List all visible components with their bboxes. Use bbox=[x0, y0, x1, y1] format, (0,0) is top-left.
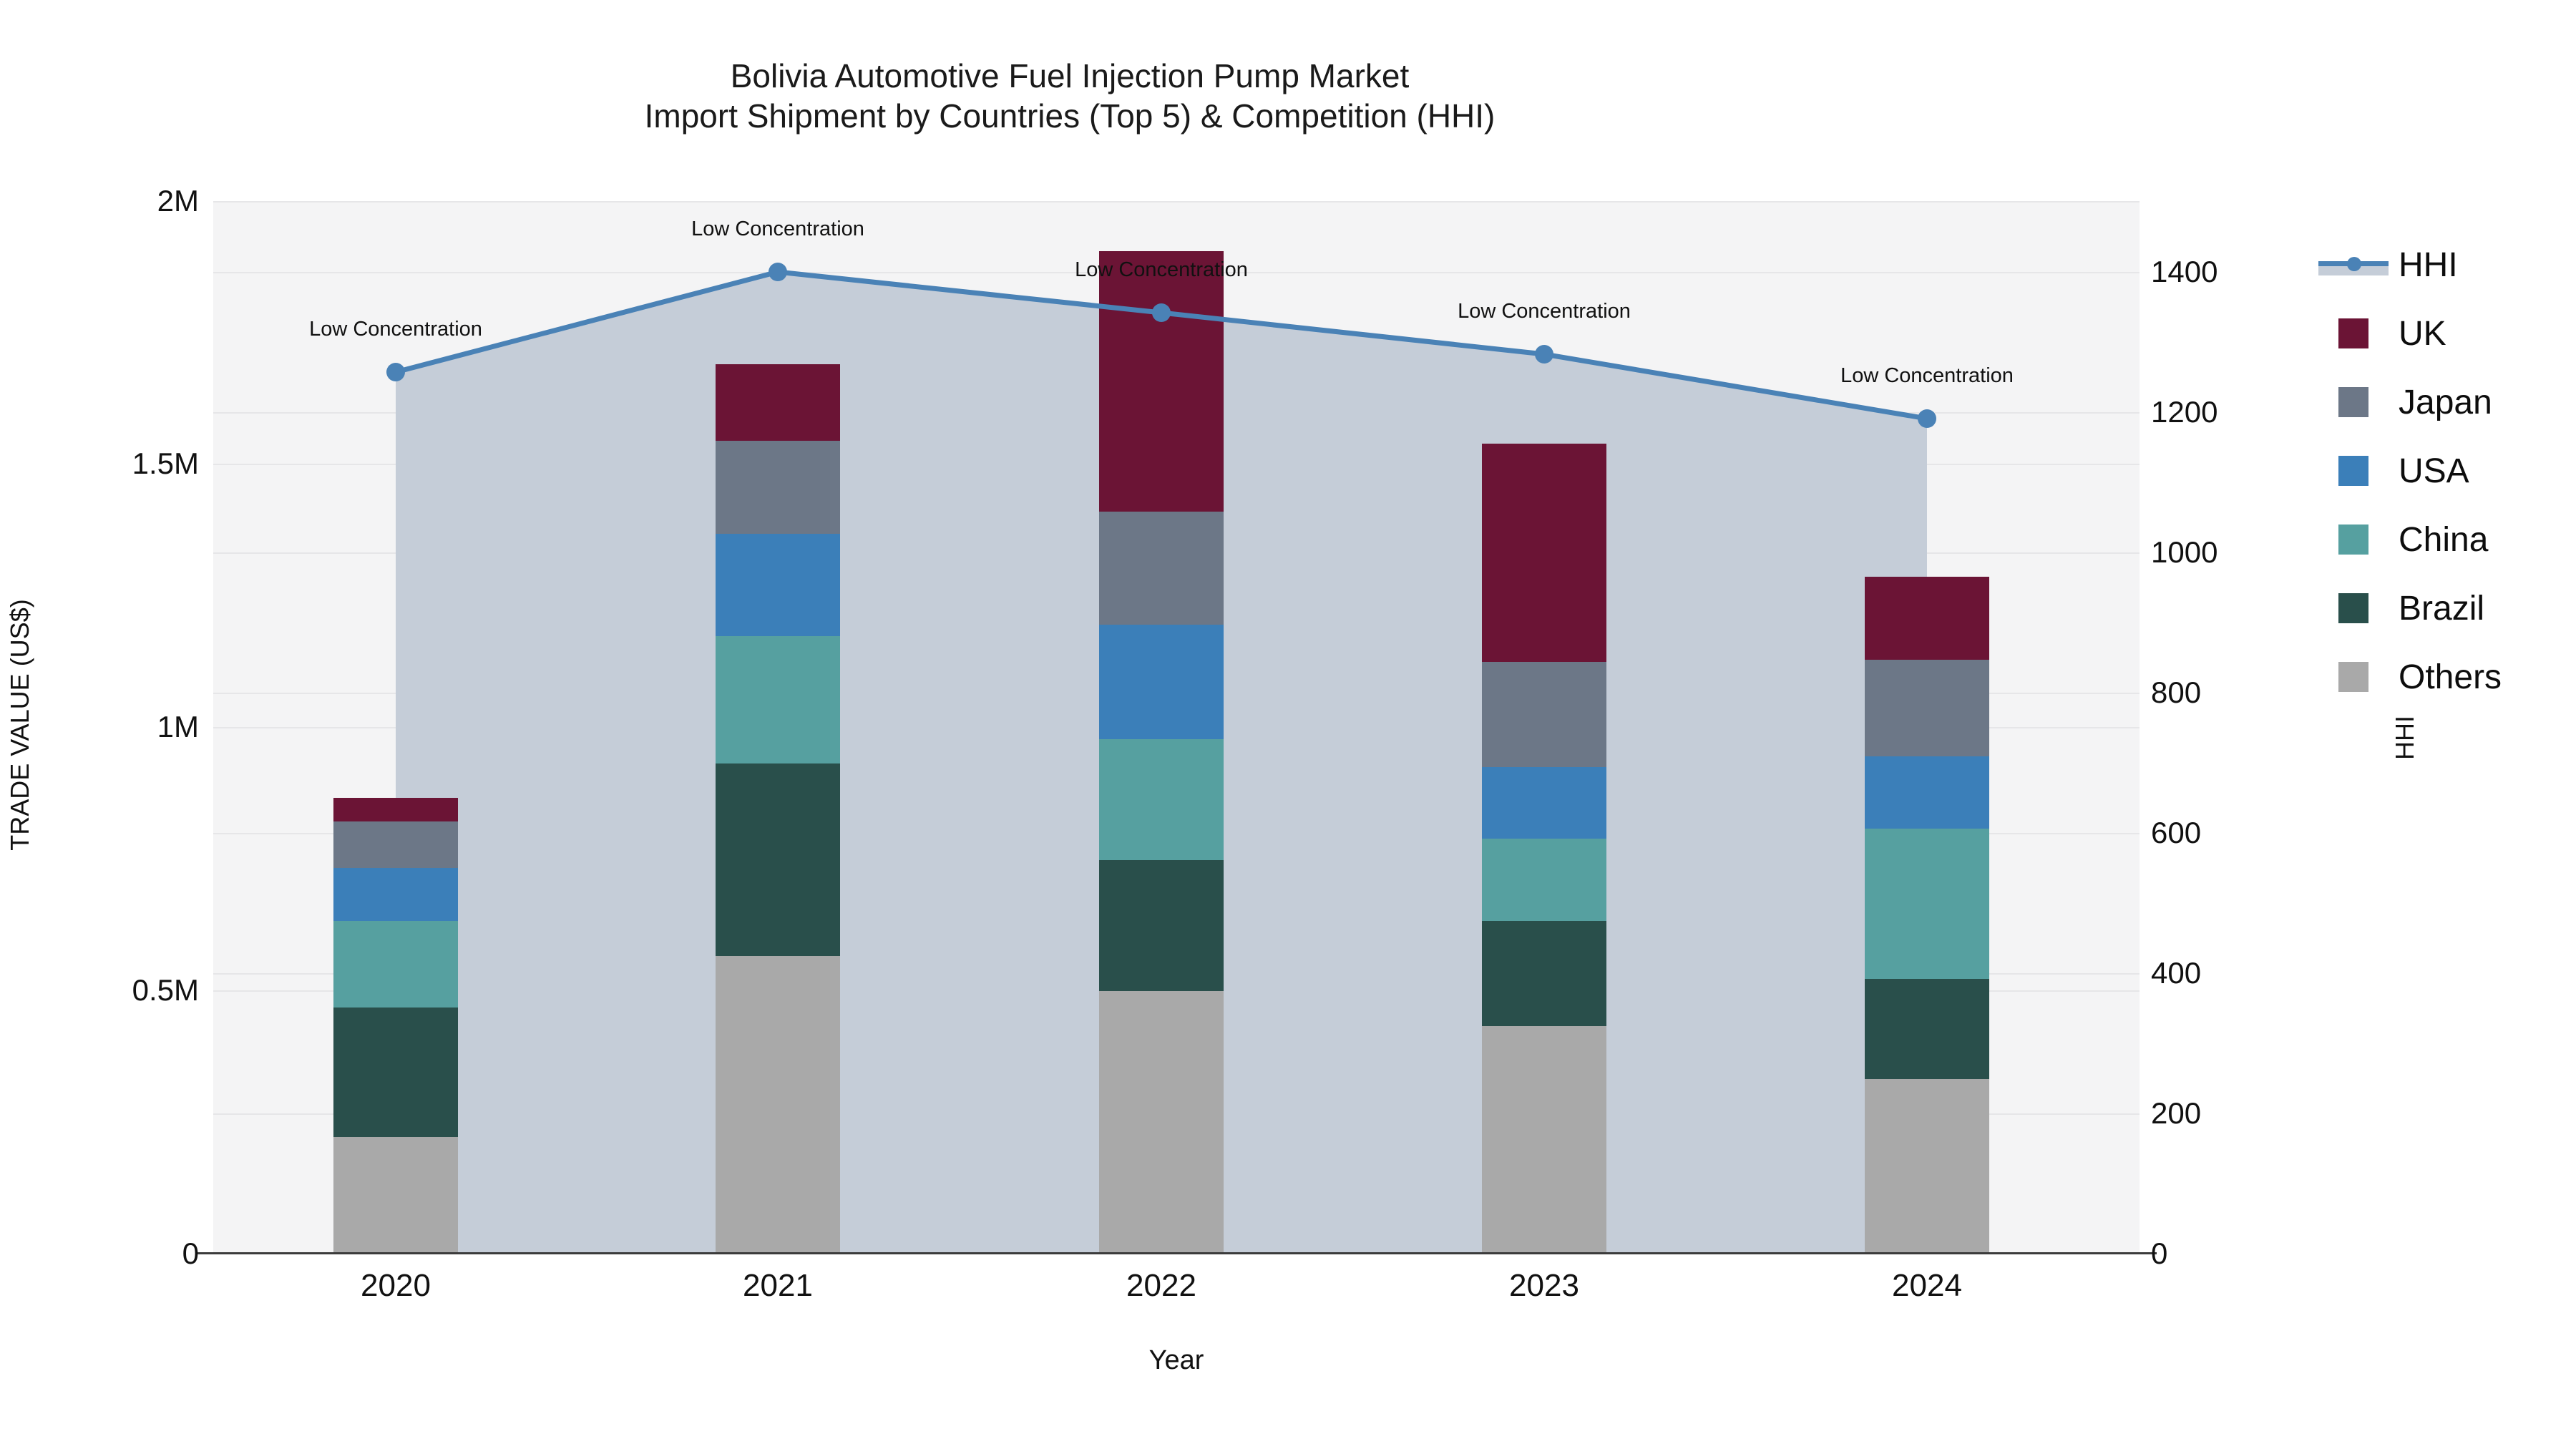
bar-segment-2024-japan[interactable] bbox=[1865, 660, 1989, 756]
chart-title: Bolivia Automotive Fuel Injection Pump M… bbox=[0, 56, 2140, 136]
legend-item-uk[interactable]: UK bbox=[2338, 299, 2502, 368]
legend-line-marker-icon bbox=[2318, 250, 2389, 280]
legend-item-others[interactable]: Others bbox=[2338, 643, 2502, 711]
x-tick-2024: 2024 bbox=[1892, 1268, 1962, 1303]
annotation-low-concentration-2021: Low Concentration bbox=[691, 218, 864, 240]
bar-segment-2023-japan[interactable] bbox=[1482, 662, 1606, 767]
chart-title-line-2: Import Shipment by Countries (Top 5) & C… bbox=[644, 97, 1496, 135]
bar-segment-2022-others[interactable] bbox=[1099, 991, 1224, 1254]
annotation-low-concentration-2024: Low Concentration bbox=[1840, 364, 2014, 387]
bar-segment-2020-japan[interactable] bbox=[333, 821, 458, 868]
y-tick-right-1: 200 bbox=[2151, 1096, 2202, 1130]
y-tick-right-7: 1400 bbox=[2151, 255, 2218, 288]
y-axis-right-zero-tick bbox=[2140, 1252, 2157, 1254]
bar-segment-2023-china[interactable] bbox=[1482, 839, 1606, 921]
bar-segment-2021-usa[interactable] bbox=[716, 534, 840, 636]
bar-segment-2021-japan[interactable] bbox=[716, 441, 840, 534]
y-tick-left-1: 0.5M bbox=[132, 973, 199, 1007]
legend-label: Others bbox=[2399, 658, 2502, 696]
legend-label: UK bbox=[2399, 314, 2446, 353]
bar-segment-2024-uk[interactable] bbox=[1865, 577, 1989, 660]
legend-item-brazil[interactable]: Brazil bbox=[2338, 574, 2502, 643]
bar-segment-2024-brazil[interactable] bbox=[1865, 979, 1989, 1079]
x-axis-spine bbox=[213, 1252, 2140, 1254]
bar-stack-2022[interactable] bbox=[1099, 201, 1224, 1254]
annotation-low-concentration-2020: Low Concentration bbox=[309, 318, 482, 341]
legend-label: USA bbox=[2399, 452, 2469, 490]
bar-segment-2023-usa[interactable] bbox=[1482, 767, 1606, 839]
y-tick-left-2: 1M bbox=[157, 710, 199, 743]
legend-label: Japan bbox=[2399, 383, 2492, 421]
bar-segment-2023-brazil[interactable] bbox=[1482, 921, 1606, 1026]
y-tick-right-3: 600 bbox=[2151, 816, 2202, 849]
y-tick-left-4: 2M bbox=[157, 184, 199, 218]
legend-item-hhi[interactable]: HHI bbox=[2318, 230, 2502, 299]
bar-segment-2020-others[interactable] bbox=[333, 1137, 458, 1254]
y-axis-left-label: TRADE VALUE (US$) bbox=[5, 598, 34, 851]
bar-segment-2022-china[interactable] bbox=[1099, 739, 1224, 860]
y-axis-left-zero-tick bbox=[197, 1252, 215, 1254]
chart-title-line-1: Bolivia Automotive Fuel Injection Pump M… bbox=[730, 57, 1410, 94]
legend-item-japan[interactable]: Japan bbox=[2338, 368, 2502, 436]
bar-segment-2021-brazil[interactable] bbox=[716, 763, 840, 956]
bar-segment-2022-uk[interactable] bbox=[1099, 251, 1224, 512]
bar-segment-2023-others[interactable] bbox=[1482, 1026, 1606, 1254]
annotation-low-concentration-2023: Low Concentration bbox=[1458, 300, 1631, 323]
bar-segment-2022-usa[interactable] bbox=[1099, 625, 1224, 739]
bar-segment-2024-china[interactable] bbox=[1865, 829, 1989, 979]
y-tick-right-6: 1200 bbox=[2151, 395, 2218, 429]
bar-segment-2021-china[interactable] bbox=[716, 636, 840, 763]
bar-segment-2021-uk[interactable] bbox=[716, 364, 840, 441]
legend-swatch-icon bbox=[2338, 387, 2368, 417]
legend-swatch-icon bbox=[2338, 593, 2368, 623]
bar-segment-2022-japan[interactable] bbox=[1099, 512, 1224, 625]
gridline bbox=[213, 201, 2140, 203]
y-tick-left-0: 0 bbox=[182, 1236, 199, 1270]
bar-stack-2021[interactable] bbox=[716, 201, 840, 1254]
legend-swatch-icon bbox=[2338, 662, 2368, 692]
y-tick-right-4: 800 bbox=[2151, 675, 2202, 709]
plot-area bbox=[213, 201, 2140, 1254]
x-tick-2020: 2020 bbox=[361, 1268, 431, 1303]
x-tick-2023: 2023 bbox=[1509, 1268, 1579, 1303]
bar-segment-2022-brazil[interactable] bbox=[1099, 860, 1224, 991]
bar-segment-2021-others[interactable] bbox=[716, 956, 840, 1254]
y-tick-right-2: 400 bbox=[2151, 956, 2202, 990]
x-tick-2022: 2022 bbox=[1126, 1268, 1196, 1303]
legend: HHI UK Japan USA China Brazil Others bbox=[2318, 230, 2502, 711]
bar-stack-2020[interactable] bbox=[333, 201, 458, 1254]
bar-stack-2023[interactable] bbox=[1482, 201, 1606, 1254]
bar-segment-2024-others[interactable] bbox=[1865, 1079, 1989, 1254]
y-tick-right-0: 0 bbox=[2151, 1236, 2168, 1270]
legend-label: China bbox=[2399, 520, 2489, 559]
y-tick-left-3: 1.5M bbox=[132, 447, 199, 480]
legend-item-china[interactable]: China bbox=[2338, 505, 2502, 574]
bar-segment-2020-usa[interactable] bbox=[333, 868, 458, 921]
y-axis-right-label: HHI bbox=[2390, 716, 2419, 760]
legend-label: Brazil bbox=[2399, 589, 2485, 628]
x-axis-label: Year bbox=[1148, 1345, 1204, 1375]
legend-item-usa[interactable]: USA bbox=[2338, 436, 2502, 505]
legend-swatch-icon bbox=[2338, 525, 2368, 555]
bar-segment-2020-china[interactable] bbox=[333, 921, 458, 1008]
legend-swatch-icon bbox=[2338, 318, 2368, 348]
legend-swatch-icon bbox=[2338, 456, 2368, 486]
bar-segment-2024-usa[interactable] bbox=[1865, 756, 1989, 829]
bar-segment-2020-brazil[interactable] bbox=[333, 1008, 458, 1137]
bar-segment-2023-uk[interactable] bbox=[1482, 444, 1606, 662]
legend-label: HHI bbox=[2399, 245, 2458, 284]
bar-stack-2024[interactable] bbox=[1865, 201, 1989, 1254]
bar-segment-2020-uk[interactable] bbox=[333, 798, 458, 821]
x-tick-2021: 2021 bbox=[743, 1268, 813, 1303]
y-tick-right-5: 1000 bbox=[2151, 535, 2218, 569]
annotation-low-concentration-2022: Low Concentration bbox=[1075, 258, 1248, 281]
